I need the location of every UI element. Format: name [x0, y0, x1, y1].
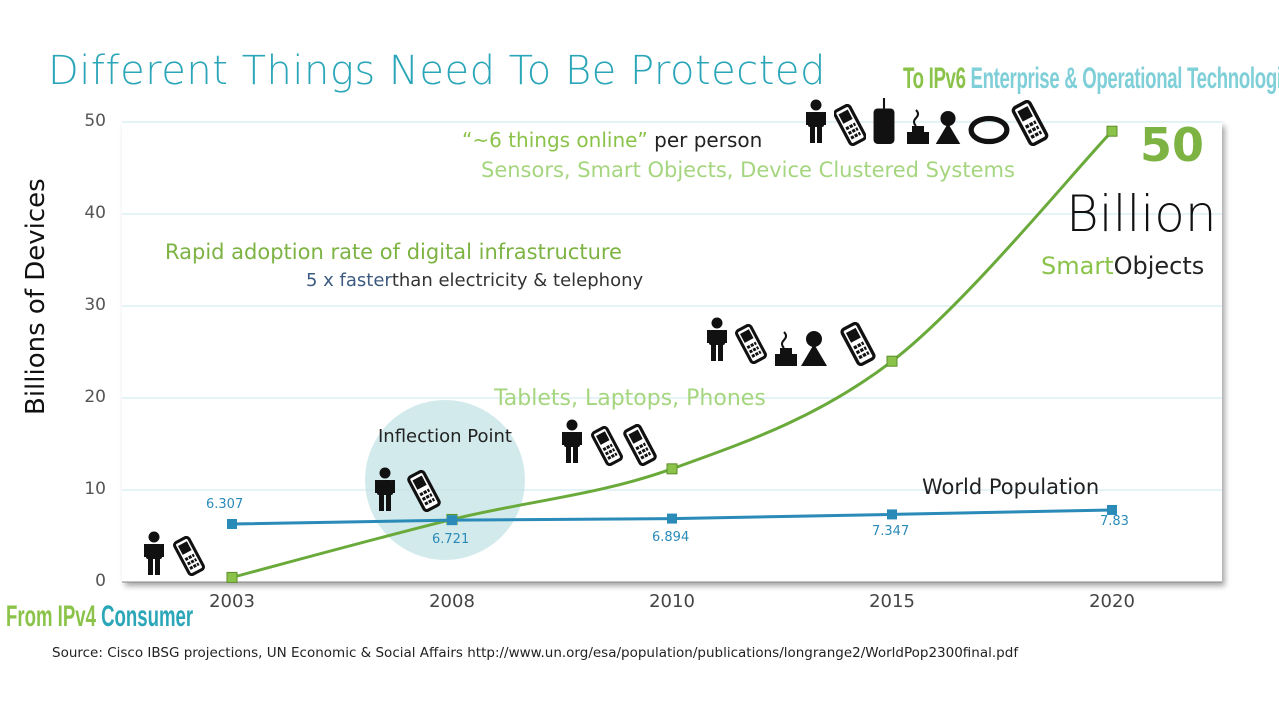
plot-area: [122, 121, 1222, 583]
ipv4-label: From IPv4 Consumer: [6, 600, 193, 634]
population-data-point: [887, 509, 897, 520]
smart-part2: Objects: [1113, 252, 1205, 280]
y-tick-label: 40: [84, 203, 106, 223]
devices-data-point: [886, 355, 898, 367]
world-population-label: World Population: [922, 475, 1100, 499]
y-tick-label: 20: [84, 387, 106, 407]
billion-label: Billion: [1066, 185, 1217, 243]
y-tick-label: 30: [84, 295, 106, 315]
ipv6-label: To IPv6 Enterprise & Operational Technol…: [903, 62, 1279, 96]
tablets-annotation: Tablets, Laptops, Phones: [494, 386, 766, 411]
smart-part1: Smart: [1041, 252, 1114, 280]
inflection-label: Inflection Point: [378, 426, 512, 447]
x-tick-label: 2010: [649, 591, 695, 612]
population-data-label: 6.307: [206, 496, 244, 512]
source-note: Source: Cisco IBSG projections, UN Econo…: [52, 645, 1019, 661]
population-data-label: 6.721: [432, 532, 470, 548]
devices-data-point: [1106, 125, 1118, 137]
things-online-rest: per person: [654, 128, 763, 152]
ipv4-label-part2: Consumer: [101, 600, 194, 633]
x-tick-label: 2015: [869, 591, 915, 612]
population-data-point: [667, 513, 677, 524]
devices-data-point: [666, 463, 678, 475]
x-tick-label: 2003: [209, 591, 255, 612]
rapid-adoption-annotation: Rapid adoption rate of digital infrastru…: [165, 240, 622, 264]
x-tick-label: 2020: [1089, 591, 1135, 612]
smart-objects-label: SmartObjects: [1041, 252, 1204, 280]
y-tick-label: 50: [84, 111, 106, 131]
things-online-annotation: “~6 things online” per person: [462, 128, 762, 152]
population-data-label: 6.894: [652, 529, 690, 545]
population-data-point: [447, 515, 457, 526]
devices-data-point: [226, 571, 238, 583]
population-data-point: [1107, 504, 1117, 515]
faster-highlight: 5 x faster: [306, 270, 392, 291]
population-data-label: 7.83: [1100, 513, 1129, 529]
faster-rest: than electricity & telephony: [391, 270, 644, 291]
page-title: Different Things Need To Be Protected: [48, 48, 826, 94]
big-number: 50: [1140, 118, 1205, 172]
ipv4-label-part1: From IPv4: [6, 600, 96, 633]
things-online-quoted: “~6 things online”: [462, 128, 648, 152]
ipv6-label-part2: Enterprise & Operational Technologies: [970, 62, 1279, 95]
x-tick-label: 2008: [429, 591, 475, 612]
y-tick-label: 0: [95, 571, 106, 591]
sensors-annotation: Sensors, Smart Objects, Device Clustered…: [481, 158, 1015, 182]
population-data-point: [227, 518, 237, 529]
ipv6-label-part1: To IPv6: [903, 62, 966, 95]
population-data-label: 7.347: [872, 524, 910, 540]
faster-annotation: 5 x fasterthan electricity & telephony: [306, 270, 643, 291]
y-tick-label: 10: [84, 479, 106, 499]
device-icon: [873, 98, 895, 144]
